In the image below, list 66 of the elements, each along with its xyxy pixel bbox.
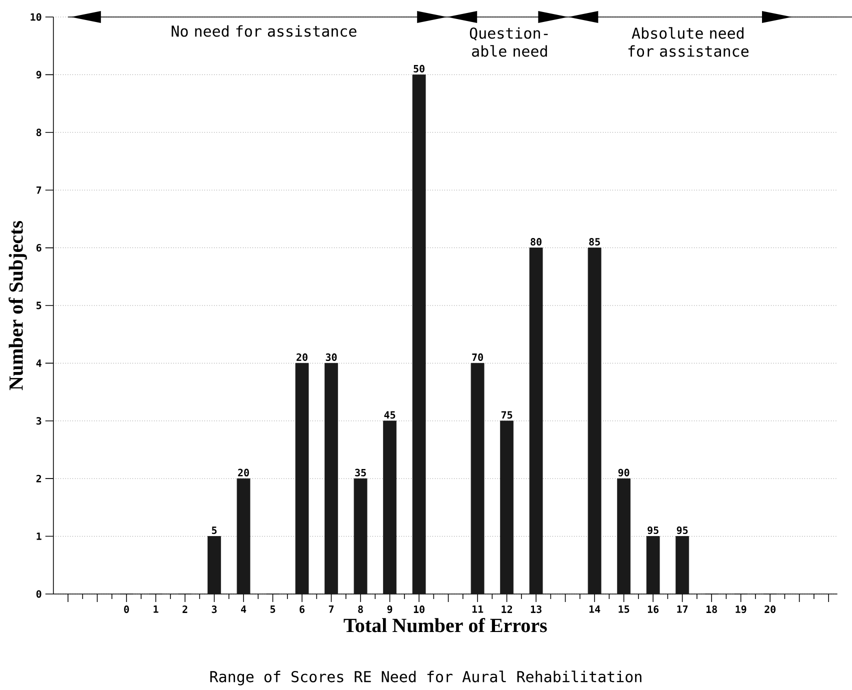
annotation: 45 [384, 411, 396, 419]
y-tick-label: 9 [36, 70, 42, 78]
y-tick-label: 3 [36, 417, 42, 425]
bar [676, 536, 690, 594]
x-tick-label: 3 [212, 606, 217, 614]
y-tick-label: 10 [30, 13, 42, 21]
x-tick-label: 18 [706, 606, 717, 614]
annotation: 85 [589, 238, 600, 246]
bar [588, 248, 602, 594]
y-tick-label: 4 [36, 360, 42, 367]
x-tick-label: 8 [358, 606, 363, 614]
y-tick-label: 1 [36, 532, 42, 540]
annotation: 20 [296, 353, 308, 361]
annotation: 95 [648, 526, 658, 534]
bar [354, 478, 368, 594]
annotation: 35 [355, 468, 366, 476]
annotation: 5 [212, 526, 217, 534]
annotation: 95 [676, 526, 688, 534]
annotation: 70 [472, 353, 483, 361]
annotation: 50 [414, 64, 424, 72]
annotation: No need for assistance [172, 25, 356, 37]
x-tick-label: 14 [589, 606, 600, 613]
annotation: 20 [238, 468, 249, 476]
annotation: Absolute need for assistance [628, 27, 748, 57]
annotation: 75 [501, 411, 512, 419]
annotation: 30 [326, 353, 337, 361]
x-tick-label: 16 [648, 606, 659, 614]
y-tick-label: 0 [36, 590, 42, 598]
x-tick-label: 0 [124, 606, 129, 614]
x-tick-label: 1 [154, 606, 158, 613]
x-tick-label: 6 [300, 606, 305, 614]
x-tick-label: 15 [618, 606, 630, 613]
bar [236, 478, 250, 594]
x-tick-label: 5 [270, 606, 276, 613]
y-tick-label: 6 [36, 244, 42, 252]
x-tick-label: 12 [502, 606, 512, 613]
x-tick-label: 2 [182, 606, 188, 613]
bar [208, 536, 221, 594]
bar [529, 248, 543, 594]
y-tick-label: 5 [36, 302, 42, 310]
x-tick-label: 10 [414, 606, 424, 614]
annotation: 90 [618, 468, 630, 476]
text: Range of Scores RE Need for Aural Rehabilitation [210, 670, 642, 686]
bar [500, 420, 514, 594]
x-tick-label: 13 [530, 606, 542, 614]
annotation: Question-able need [470, 27, 548, 57]
x-tick-label: 11 [472, 606, 484, 613]
bar [412, 74, 426, 594]
x-tick-label: 17 [677, 606, 688, 613]
bar [324, 362, 338, 594]
y-tick-label: 7 [36, 186, 42, 194]
x-tick-label: 20 [764, 606, 776, 614]
bar [617, 478, 631, 594]
x-tick-label: 4 [241, 606, 246, 613]
annotation: 80 [530, 238, 542, 246]
bar [646, 536, 660, 594]
y-tick-label: 2 [36, 474, 42, 482]
bar [470, 362, 484, 594]
bar [383, 420, 396, 594]
bar [295, 362, 309, 594]
x-tick-label: 9 [387, 606, 392, 614]
y-axis-title: Number of Subjects [8, 221, 27, 390]
y-tick-label: 8 [36, 128, 42, 136]
x-axis-title: Total Number of Errors [344, 618, 547, 632]
x-tick-label: 7 [328, 606, 334, 613]
x-tick-label: 19 [736, 606, 746, 614]
